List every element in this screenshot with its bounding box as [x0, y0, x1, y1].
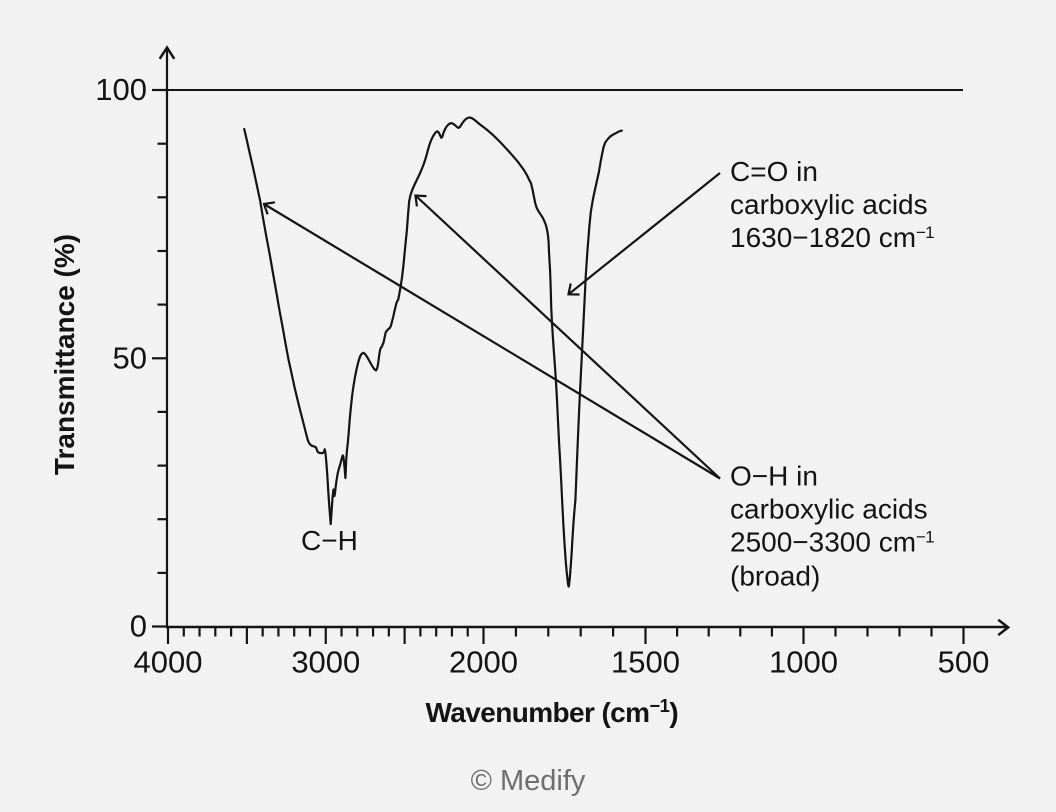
svg-text:4000: 4000	[134, 645, 203, 680]
svg-text:1630−1820 cm−1: 1630−1820 cm−1	[730, 222, 934, 253]
svg-text:carboxylic acids: carboxylic acids	[730, 189, 928, 220]
svg-text:C−H: C−H	[301, 525, 358, 556]
svg-text:(broad): (broad)	[730, 561, 820, 592]
svg-text:2500−3300 cm−1: 2500−3300 cm−1	[730, 527, 934, 558]
svg-text:1000: 1000	[769, 645, 838, 680]
svg-text:2000: 2000	[449, 645, 518, 680]
svg-text:© Medify: © Medify	[471, 765, 586, 797]
svg-text:50: 50	[113, 340, 147, 375]
svg-text:100: 100	[95, 72, 147, 107]
svg-text:3000: 3000	[291, 645, 360, 680]
svg-text:carboxylic acids: carboxylic acids	[730, 494, 928, 525]
svg-text:Transmittance (%): Transmittance (%)	[49, 234, 80, 475]
svg-text:1500: 1500	[611, 645, 680, 680]
svg-text:O−H in: O−H in	[730, 461, 818, 492]
svg-text:C=O in: C=O in	[730, 156, 818, 187]
svg-text:500: 500	[938, 645, 990, 680]
svg-text:Wavenumber (cm−1): Wavenumber (cm−1)	[426, 695, 679, 728]
svg-text:0: 0	[130, 609, 147, 644]
